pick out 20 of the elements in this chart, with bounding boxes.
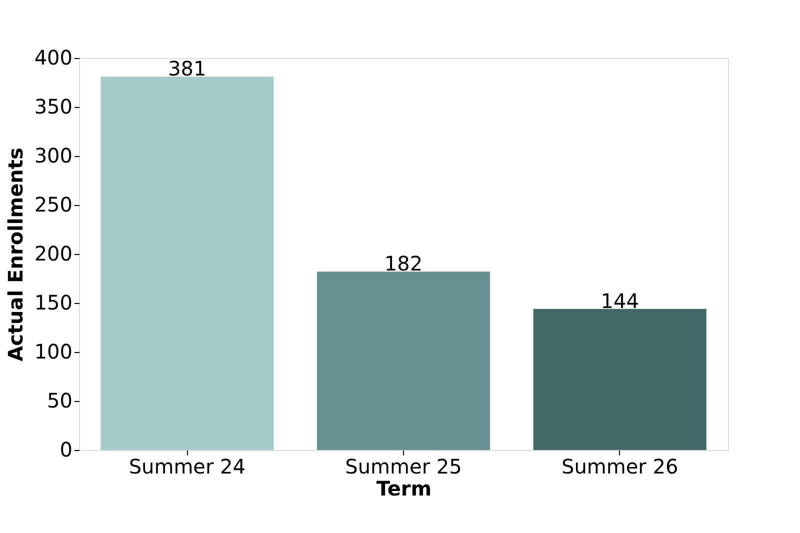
y-tick-label: 100 bbox=[34, 340, 72, 364]
y-tick-label: 350 bbox=[34, 94, 72, 118]
data-label: 144 bbox=[600, 288, 639, 313]
x-tick-label: Summer 24 bbox=[128, 454, 246, 478]
y-tick-label: 200 bbox=[34, 242, 72, 266]
data-label: 182 bbox=[384, 252, 423, 276]
y-tick-label: 50 bbox=[47, 388, 72, 412]
y-axis-title: Actual Enrollments bbox=[3, 148, 28, 362]
y-tick-label: 150 bbox=[34, 290, 72, 314]
y-tick-label: 250 bbox=[34, 192, 72, 216]
bar bbox=[316, 272, 490, 450]
x-axis-title: Term bbox=[376, 476, 432, 500]
data-label: 381 bbox=[168, 56, 206, 81]
y-tick-label: 300 bbox=[34, 144, 72, 168]
x-tick-label: Summer 26 bbox=[561, 454, 678, 478]
bar bbox=[100, 76, 274, 450]
y-tick-label: 400 bbox=[34, 46, 72, 70]
bar bbox=[533, 308, 706, 450]
y-tick-label: 0 bbox=[60, 438, 72, 462]
x-tick-label: Summer 25 bbox=[345, 454, 462, 478]
